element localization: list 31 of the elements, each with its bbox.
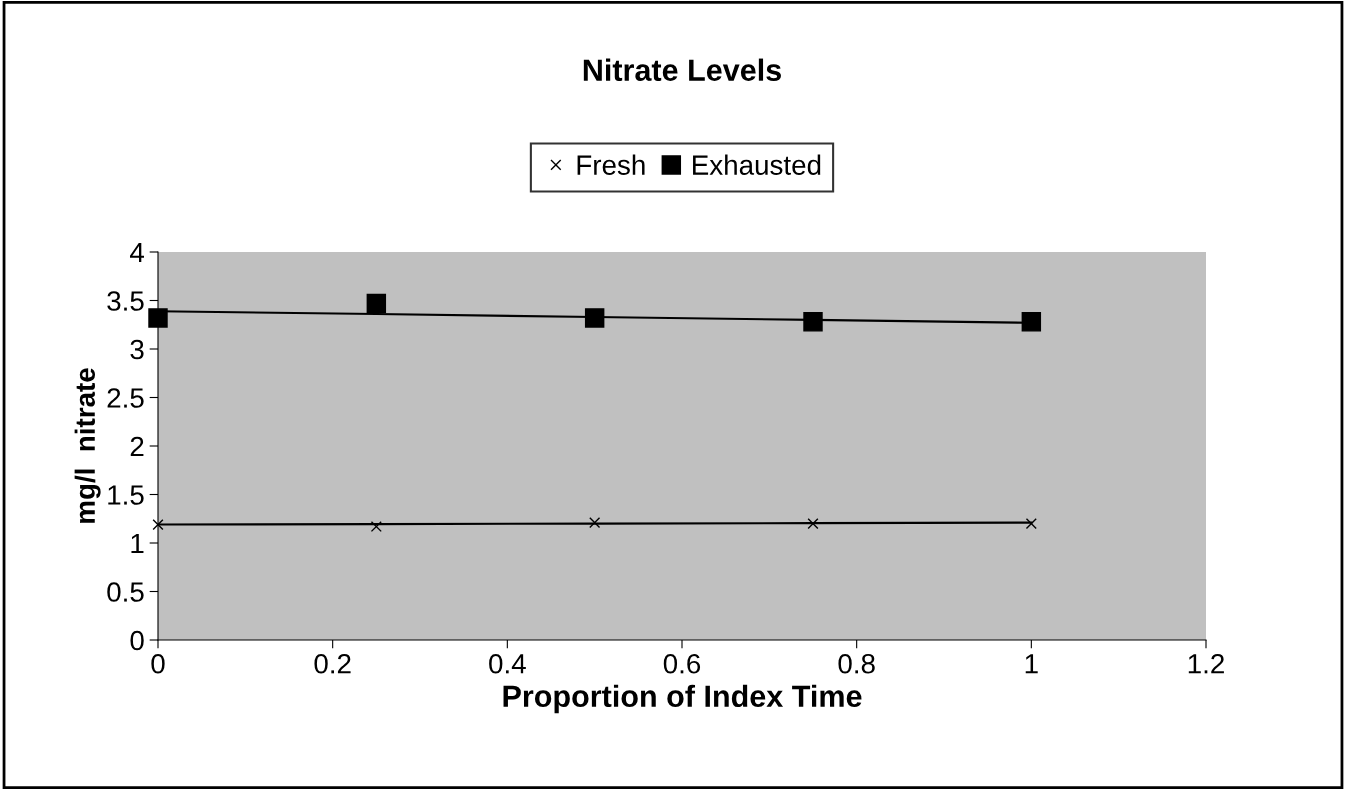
x-axis-title: Proportion of Index Time (503, 684, 862, 714)
x-tick-label: 0.6 (663, 653, 701, 674)
y-tick-label: 2.5 (107, 388, 144, 408)
y-tick-label: 1 (131, 533, 144, 554)
x-tick-label: 0.4 (489, 653, 526, 674)
y-tick-label: 0.5 (107, 582, 144, 602)
x-tick-label: 1.2 (1188, 653, 1224, 674)
point (152, 519, 164, 531)
y-axis-title: mg/l nitrate (74, 368, 101, 523)
point (366, 293, 387, 314)
y-tick-label: 3 (130, 339, 144, 360)
point (584, 308, 605, 328)
x-tick-label: 0.2 (314, 653, 351, 674)
y-tick-label: 3.5 (107, 291, 144, 311)
point (589, 517, 601, 529)
point (1021, 312, 1042, 332)
x-tick-label: 0.8 (838, 653, 875, 674)
y-tick-label: 1.5 (108, 485, 144, 505)
point (370, 520, 382, 533)
point (807, 518, 819, 530)
point (148, 308, 168, 328)
x-tick-label: 1 (1025, 654, 1038, 674)
legend-label: Exhausted (693, 154, 821, 175)
chart-title: Nitrate Levels (583, 58, 781, 82)
y-tick-label: 4 (130, 242, 144, 263)
point (1025, 518, 1037, 530)
legend-label: Fresh (577, 154, 645, 175)
y-tick-label: 2 (130, 436, 144, 457)
point (803, 312, 823, 332)
x-tick-label: 0 (151, 653, 165, 674)
y-tick-label: 0 (130, 630, 144, 651)
